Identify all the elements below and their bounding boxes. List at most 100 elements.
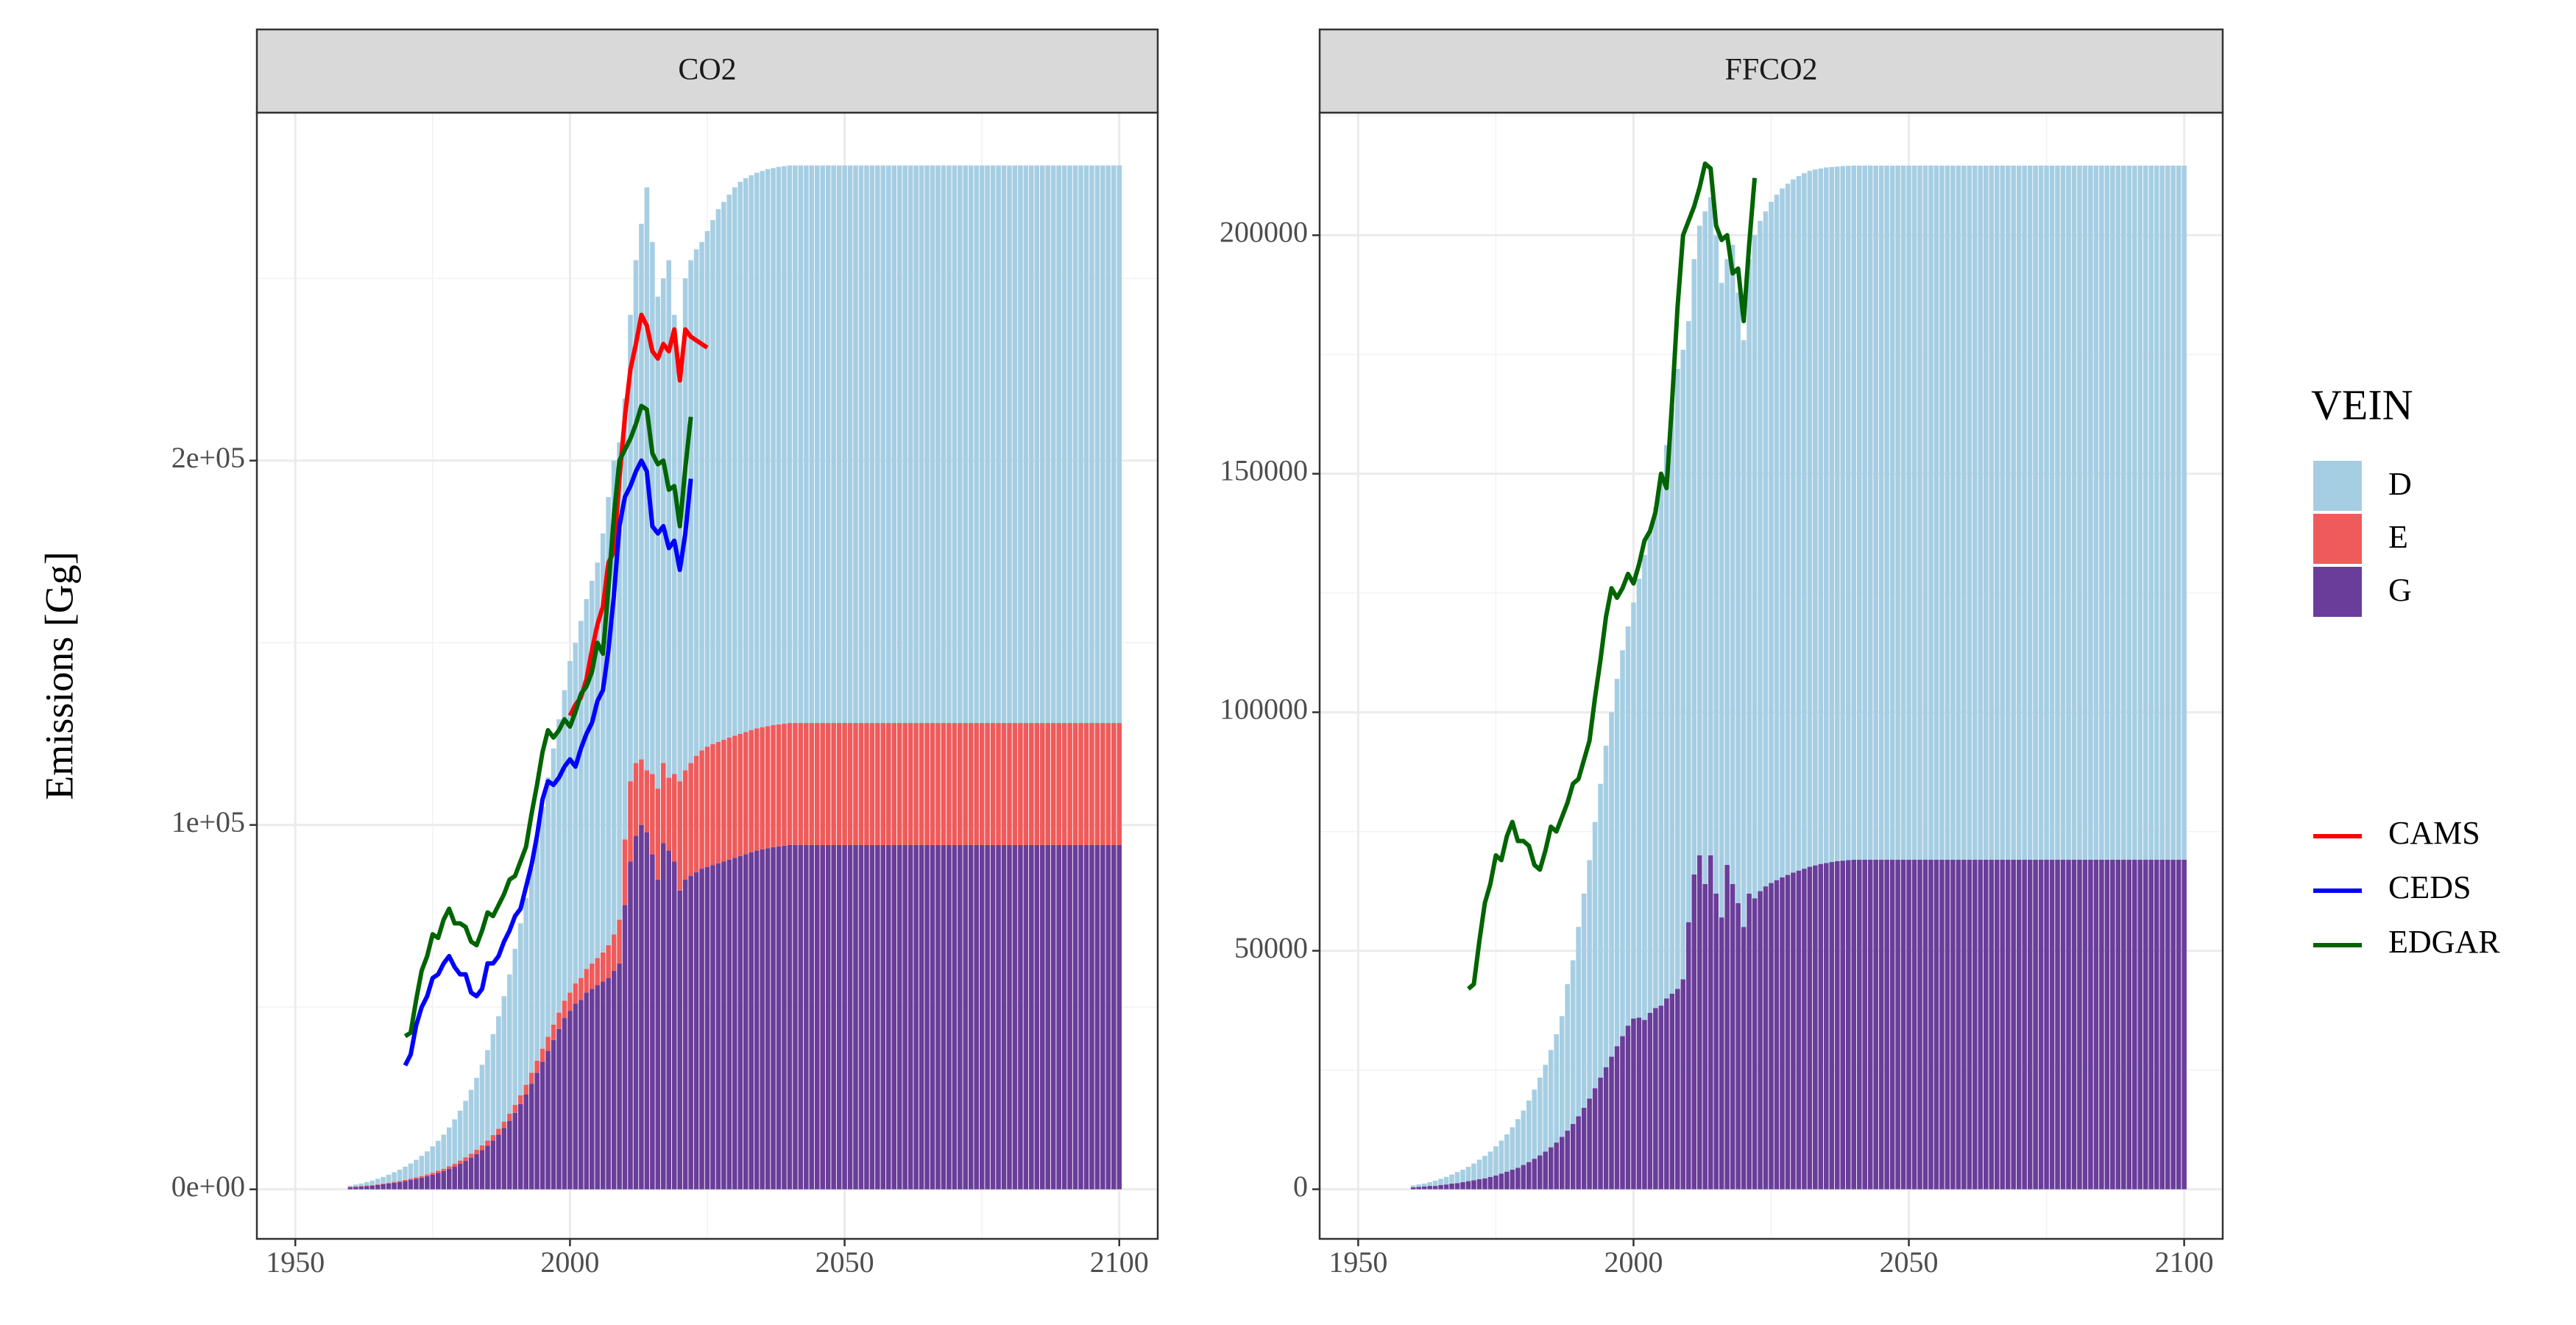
line <box>403 403 693 1039</box>
bar-segment <box>1554 1142 1560 1190</box>
bar-segment <box>820 165 826 724</box>
bar-segment <box>1460 1170 1465 1182</box>
bar-segment <box>611 970 617 1190</box>
bar-segment <box>2148 165 2154 860</box>
bar-segment <box>403 1181 408 1190</box>
bar-segment <box>556 719 562 1013</box>
bar-segment <box>1696 855 1702 1190</box>
bar-segment <box>1845 166 1851 861</box>
bar-segment <box>1708 197 1713 855</box>
legend-label: EDGAR <box>2388 924 2500 960</box>
bar-segment <box>2066 165 2071 860</box>
bar-segment <box>1067 165 1072 724</box>
bar-segment <box>1961 165 1967 860</box>
bar-segment <box>749 852 754 1190</box>
bar-segment <box>617 963 622 1190</box>
bar-segment <box>935 844 941 1190</box>
bar-segment <box>397 1169 403 1181</box>
bar-segment <box>1012 723 1018 845</box>
bar-segment <box>661 278 666 763</box>
bar-segment <box>737 855 743 1190</box>
bar-segment <box>617 442 622 920</box>
bar-segment <box>1845 860 1851 1190</box>
bar-segment <box>1917 165 1922 860</box>
legend-label: CEDS <box>2388 869 2471 905</box>
bar-segment <box>1884 859 1889 1190</box>
bar-segment <box>479 1064 485 1145</box>
bar-segment <box>710 743 715 866</box>
bar-segment <box>1034 723 1040 845</box>
bar-segment <box>1829 166 1835 863</box>
bar-segment <box>793 165 798 724</box>
bar-segment <box>1521 1110 1526 1165</box>
bar-segment <box>666 260 672 778</box>
bar-segment <box>452 1119 457 1165</box>
bar-segment <box>1945 165 1950 860</box>
bar-segment <box>1576 927 1581 1117</box>
bar-segment <box>1007 844 1012 1190</box>
bar-segment <box>1906 859 1911 1190</box>
bar-segment <box>595 562 601 958</box>
bar-segment <box>1039 844 1045 1190</box>
bar-segment <box>655 788 661 880</box>
bar-segment <box>732 858 737 1190</box>
bar-segment <box>721 739 726 862</box>
bar-segment <box>1111 844 1117 1190</box>
bar-segment <box>1922 165 1928 860</box>
bar-segment <box>671 774 677 862</box>
bar-segment <box>721 861 726 1190</box>
bar-segment <box>1078 844 1083 1190</box>
bar-segment <box>836 165 842 724</box>
bar-segment <box>693 755 699 873</box>
bar-segment <box>886 844 891 1190</box>
bar-segment <box>847 723 853 845</box>
bar-segment <box>2033 859 2038 1190</box>
bar-segment <box>1023 723 1029 845</box>
bar-segment <box>2132 859 2137 1190</box>
bar-segment <box>952 723 958 845</box>
bar-segment <box>1620 650 1625 1036</box>
bar-segment <box>798 165 804 724</box>
bar-segment <box>2022 859 2027 1190</box>
bar-segment <box>1642 554 1647 1020</box>
line <box>567 312 709 717</box>
bar-segment <box>2170 859 2176 1190</box>
bar-segment <box>1724 864 1730 1190</box>
bar-segment <box>1889 165 1895 860</box>
bar-segment <box>496 1016 501 1129</box>
bar-segment <box>1691 258 1697 875</box>
bar-segment <box>2066 859 2071 1190</box>
bar-segment <box>798 723 804 845</box>
bar-segment <box>913 165 919 724</box>
bar-segment <box>688 875 693 1190</box>
bar-segment <box>979 165 985 724</box>
bar-segment <box>1421 1186 1427 1190</box>
bar-segment <box>419 1177 425 1190</box>
legend-label: CAMS <box>2388 815 2480 851</box>
bar-segment <box>1873 165 1878 860</box>
bar-segment <box>2000 859 2006 1190</box>
bar-segment <box>1493 1146 1498 1176</box>
bar-segment <box>539 1061 545 1190</box>
bar-segment <box>858 844 864 1190</box>
bar-segment <box>941 723 946 845</box>
bar-segment <box>1658 478 1664 1006</box>
bar-segment <box>776 846 782 1190</box>
bar-segment <box>924 165 930 724</box>
bar-segment <box>485 1140 490 1146</box>
bar-segment <box>2099 859 2104 1190</box>
bar-segment <box>1111 165 1117 724</box>
bar-segment <box>1967 165 1972 860</box>
bar-segment <box>1758 891 1763 1190</box>
bar-segment <box>485 1050 490 1141</box>
bar-segment <box>1741 927 1747 1190</box>
bar-segment <box>2055 859 2060 1190</box>
bar-segment <box>1012 165 1018 724</box>
bar-segment <box>452 1166 457 1190</box>
bar-segment <box>1117 723 1122 845</box>
bar-segment <box>578 978 584 1000</box>
y-axis-label: Emissions [Gg] <box>37 551 81 800</box>
bar-segment <box>996 165 1001 724</box>
bar-segment <box>650 854 655 1190</box>
bar-segment <box>474 1153 479 1190</box>
